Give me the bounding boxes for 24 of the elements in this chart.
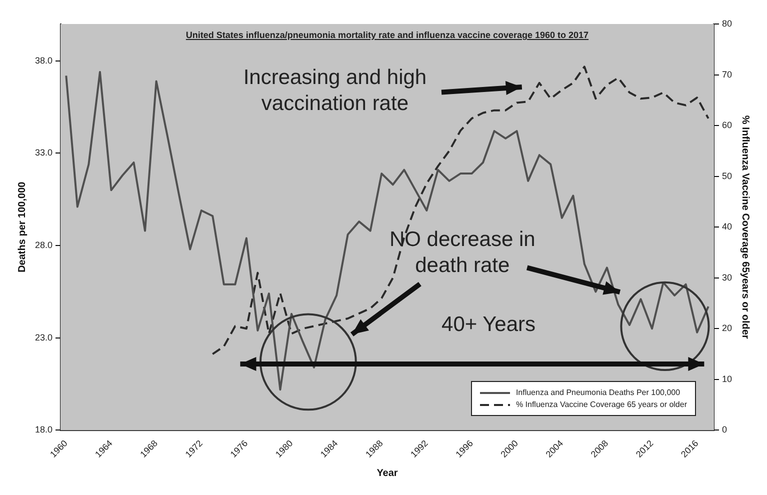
annotation: NO decrease in death rate [388, 227, 536, 280]
y-tick-label: 28.0 [34, 240, 53, 250]
y2-tick-label: 40 [722, 222, 732, 232]
text: United States influenza/pneumonia mortality rate and influenza vaccine coverage 1960 to 2017 [184, 30, 590, 40]
y2-tick-label: 50 [722, 170, 732, 181]
y2-tick-label: 20 [722, 323, 732, 334]
y2-axis-title: % Influenza Vaccine Coverage 65years or older [739, 115, 750, 339]
annotation: 40+ Years [440, 312, 537, 338]
legend-label: Influenza and Pneumonia Deaths Per 100,000 [516, 388, 680, 398]
y-tick-label: 23.0 [34, 332, 53, 342]
y2-tick-label: 80 [722, 18, 732, 28]
y2-tick-label: 10 [722, 374, 732, 384]
x-axis-title: Year [376, 468, 398, 479]
annotation: Increasing and high vaccination rate [242, 64, 428, 117]
y-tick-label: 33.0 [34, 148, 53, 158]
y-tick-label: 38.0 [34, 55, 53, 66]
line-series [212, 66, 710, 356]
legend-label: % Influenza Vaccine Coverage 65 years or older [516, 400, 687, 410]
y2-tick-label: 0 [722, 424, 728, 435]
y2-tick-label: 30 [722, 272, 732, 282]
y-axis-title: Deaths per 100,000 [16, 181, 28, 272]
y2-tick-label: 60 [722, 120, 732, 130]
y-tick-label: 18.0 [34, 424, 53, 435]
y2-tick-label: 70 [722, 69, 732, 80]
